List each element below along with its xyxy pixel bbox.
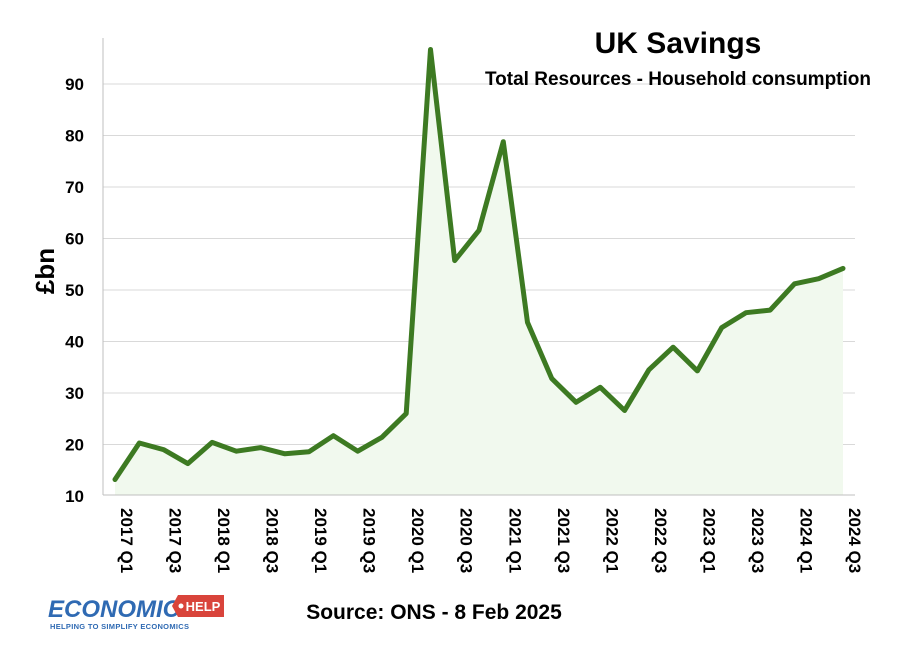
x-tick-label-2024-q3: 2024 Q3 <box>845 508 864 573</box>
y-tick-label-30: 30 <box>65 384 84 403</box>
y-tick-labels: 10 20 30 40 50 60 70 80 90 <box>65 75 84 506</box>
x-tick-label-2019-q3: 2019 Q3 <box>360 508 379 573</box>
source-note: Source: ONS - 8 Feb 2025 <box>306 601 562 624</box>
y-tick-label-90: 90 <box>65 75 84 94</box>
axes <box>102 38 855 496</box>
x-tick-label-2023-q1: 2023 Q1 <box>699 508 718 573</box>
y-tick-label-60: 60 <box>65 230 84 249</box>
x-tick-label-2017-q1: 2017 Q1 <box>117 508 136 573</box>
y-axis-label: £bn <box>30 248 60 294</box>
x-tick-label-2022-q3: 2022 Q3 <box>651 508 670 573</box>
y-tick-label-40: 40 <box>65 333 84 352</box>
x-tick-label-2023-q3: 2023 Q3 <box>748 508 767 573</box>
x-tick-label-2020-q3: 2020 Q3 <box>457 508 476 573</box>
x-tick-label-2019-q1: 2019 Q1 <box>311 508 330 573</box>
y-tick-label-70: 70 <box>65 178 84 197</box>
logo-wordmark: ECONOMICS <box>48 596 196 623</box>
logo-tagline: HELPING TO SIMPLIFY ECONOMICS <box>50 622 189 631</box>
x-tick-label-2018-q3: 2018 Q3 <box>263 508 282 573</box>
x-tick-label-2021-q1: 2021 Q1 <box>505 508 524 573</box>
x-tick-label-2018-q1: 2018 Q1 <box>214 508 233 573</box>
x-tick-label-2020-q1: 2020 Q1 <box>408 508 427 573</box>
x-tick-label-2017-q3: 2017 Q3 <box>166 508 185 573</box>
chart-subtitle: Total Resources - Household consumption <box>485 69 871 90</box>
area-fill <box>115 49 843 495</box>
x-tick-label-2021-q3: 2021 Q3 <box>554 508 573 573</box>
logo-badge-shape <box>172 595 224 617</box>
y-tick-label-20: 20 <box>65 436 84 455</box>
series-line-savings <box>112 47 846 482</box>
logo-help-badge: HELP <box>172 595 224 617</box>
y-tick-label-80: 80 <box>65 127 84 146</box>
chart-title: UK Savings <box>595 27 762 60</box>
x-tick-label-2024-q1: 2024 Q1 <box>796 508 815 573</box>
x-tick-labels: 2017 Q1 2017 Q3 2018 Q1 2018 Q3 2019 Q1 2019 … <box>117 508 864 573</box>
economics-help-logo: ECONOMICS HELP HELPING TO SIMPLIFY ECONO… <box>48 595 224 631</box>
logo-badge-text: HELP <box>186 599 221 614</box>
y-tick-label-50: 50 <box>65 281 84 300</box>
logo-badge-dot <box>178 603 184 609</box>
y-tick-label-10: 10 <box>65 487 84 506</box>
x-tick-label-2022-q1: 2022 Q1 <box>602 508 621 573</box>
